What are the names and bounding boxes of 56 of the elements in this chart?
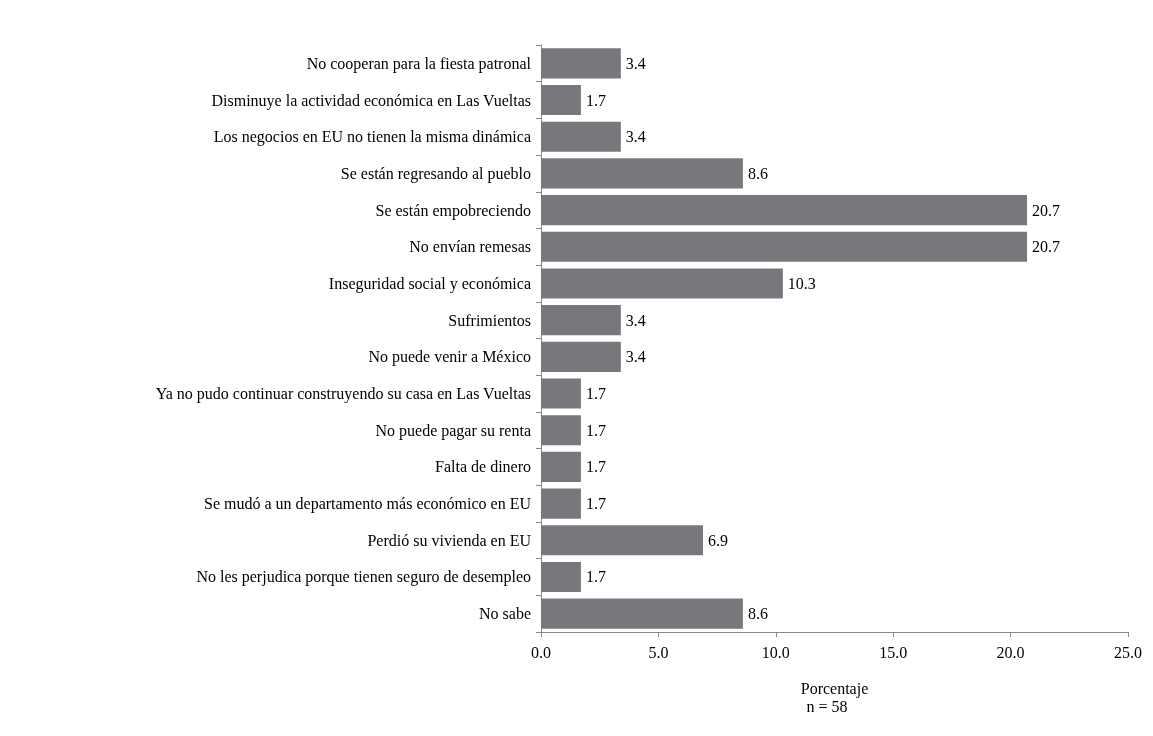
data-label: 3.4 xyxy=(625,128,646,146)
data-label: 10.3 xyxy=(787,274,816,292)
x-tick-label: 20.0 xyxy=(996,643,1025,661)
data-label: 1.7 xyxy=(585,385,606,403)
bar xyxy=(541,121,621,152)
y-tick-label: Perdió su vivienda en EU xyxy=(367,531,532,549)
x-tick-label: 0.0 xyxy=(531,643,551,661)
y-tick-label: Inseguridad social y económica xyxy=(328,274,531,293)
bar xyxy=(541,48,621,79)
data-label: 1.7 xyxy=(585,568,606,586)
bar xyxy=(541,231,1028,262)
x-tick-label: 15.0 xyxy=(879,643,908,661)
bar xyxy=(541,378,581,409)
bar xyxy=(541,195,1028,226)
x-tick-label: 25.0 xyxy=(1114,643,1142,661)
data-label: 1.7 xyxy=(585,421,606,439)
bar xyxy=(541,598,743,629)
bar xyxy=(541,451,581,482)
data-label: 1.7 xyxy=(585,495,606,513)
data-label: 3.4 xyxy=(625,311,646,329)
data-label: 8.6 xyxy=(747,164,768,182)
bar xyxy=(541,525,704,556)
data-label: 6.9 xyxy=(708,531,729,549)
y-tick-label: No sabe xyxy=(479,605,531,623)
bar xyxy=(541,488,581,519)
bar xyxy=(541,158,743,189)
y-tick-label: Falta de dinero xyxy=(435,458,531,476)
x-tick-label: 10.0 xyxy=(761,643,790,661)
data-label: 20.7 xyxy=(1032,238,1061,256)
y-tick-label: No cooperan para la fiesta patronal xyxy=(306,54,532,73)
data-label: 3.4 xyxy=(625,348,646,366)
y-tick-label: Sufrimientos xyxy=(448,311,531,329)
y-tick-label: Disminuye la actividad económica en Las Vueltas xyxy=(211,91,531,110)
bar xyxy=(541,84,581,116)
y-tick-label: No envían remesas xyxy=(409,238,531,256)
bar xyxy=(541,415,581,446)
bar xyxy=(541,341,621,372)
bar xyxy=(541,268,783,299)
data-label: 3.4 xyxy=(625,54,646,72)
y-tick-label: No les perjudica porque tienen seguro de desempleo xyxy=(196,568,531,587)
y-tick-label: Ya no pudo continuar construyendo su casa en Las Vueltas xyxy=(155,385,531,404)
y-tick-label: Los negocios en EU no tienen la misma dinámica xyxy=(213,128,531,147)
y-tick-label: No puede pagar su renta xyxy=(375,421,531,440)
data-label: 1.7 xyxy=(585,458,606,476)
bar xyxy=(541,305,621,336)
y-tick-label: Se están regresando al pueblo xyxy=(340,164,531,183)
x-tick-label: 5.0 xyxy=(648,643,669,661)
bar xyxy=(541,561,581,593)
y-tick-label: No puede venir a México xyxy=(368,348,531,367)
x-axis-title: Porcentaje xyxy=(800,679,869,698)
text: n = 58 xyxy=(806,697,848,715)
y-tick-label: Se están empobreciendo xyxy=(375,201,531,220)
data-label: 8.6 xyxy=(747,605,768,623)
data-label: 1.7 xyxy=(585,91,606,109)
y-tick-label: Se mudó a un departamento más económico en EU xyxy=(203,495,532,514)
data-label: 20.7 xyxy=(1032,201,1061,219)
